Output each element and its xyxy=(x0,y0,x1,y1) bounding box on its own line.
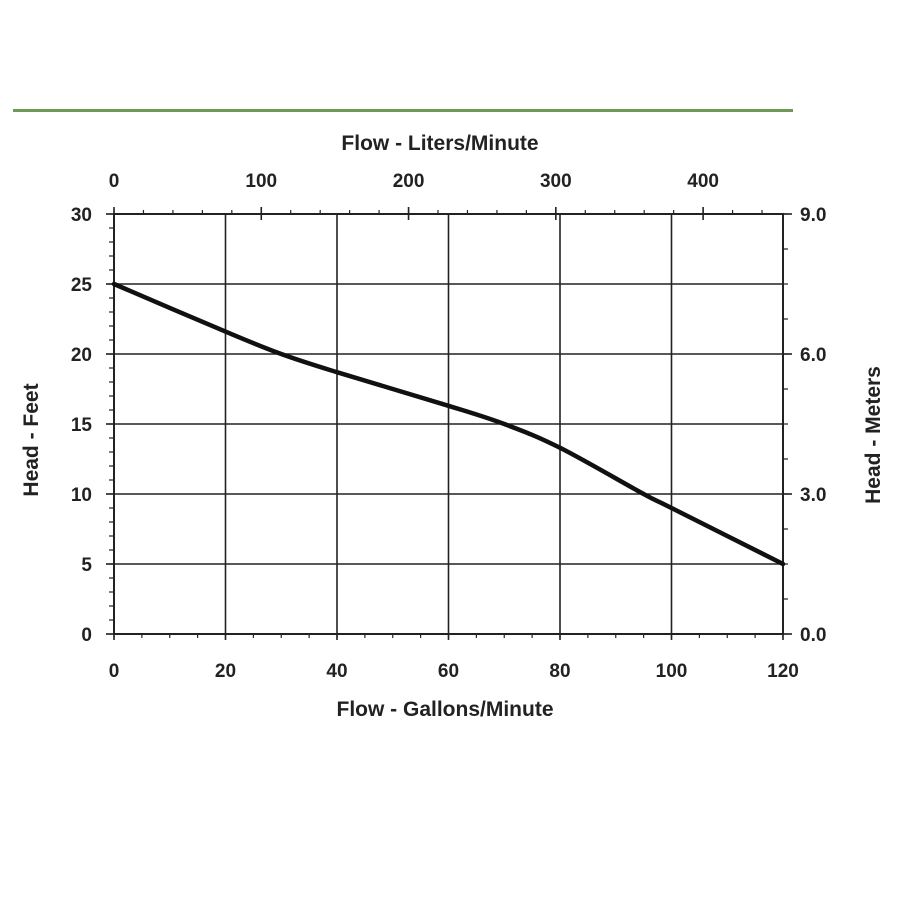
series-line xyxy=(111,281,786,567)
header-rule xyxy=(13,109,793,112)
y-tick-label: 20 xyxy=(71,345,92,366)
x2-tick-label: 400 xyxy=(687,171,719,192)
y-tick-label: 25 xyxy=(71,275,93,296)
x-tick-label: 100 xyxy=(656,661,688,682)
x2-tick-label: 0 xyxy=(109,171,120,192)
x-tick-label: 120 xyxy=(767,661,799,682)
y-tick-label: 0 xyxy=(81,625,92,646)
y2-tick-label: 6.0 xyxy=(800,345,826,366)
y-tick-label: 30 xyxy=(71,205,92,226)
y-tick-label: 5 xyxy=(81,555,92,576)
x-tick-label: 0 xyxy=(109,661,120,682)
axis-ticks xyxy=(106,207,792,640)
x2-tick-label: 200 xyxy=(393,171,425,192)
x-tick-label: 60 xyxy=(438,661,459,682)
x2-tick-label: 300 xyxy=(540,171,572,192)
x-tick-label: 20 xyxy=(215,661,236,682)
y-tick-label: 15 xyxy=(71,415,93,436)
right-axis-title: Head - Meters xyxy=(862,366,885,504)
pump-curve-line xyxy=(111,281,786,567)
y2-tick-label: 9.0 xyxy=(800,205,826,226)
bottom-axis-title: Flow - Gallons/Minute xyxy=(337,698,554,721)
y2-tick-label: 3.0 xyxy=(800,485,826,506)
y2-tick-label: 0.0 xyxy=(800,625,826,646)
left-axis-title: Head - Feet xyxy=(20,383,43,496)
grid xyxy=(113,213,784,635)
x2-tick-label: 100 xyxy=(245,171,277,192)
x-tick-label: 40 xyxy=(326,661,347,682)
top-axis-title: Flow - Liters/Minute xyxy=(341,132,538,155)
x-tick-label: 80 xyxy=(549,661,570,682)
y-tick-label: 10 xyxy=(71,485,92,506)
